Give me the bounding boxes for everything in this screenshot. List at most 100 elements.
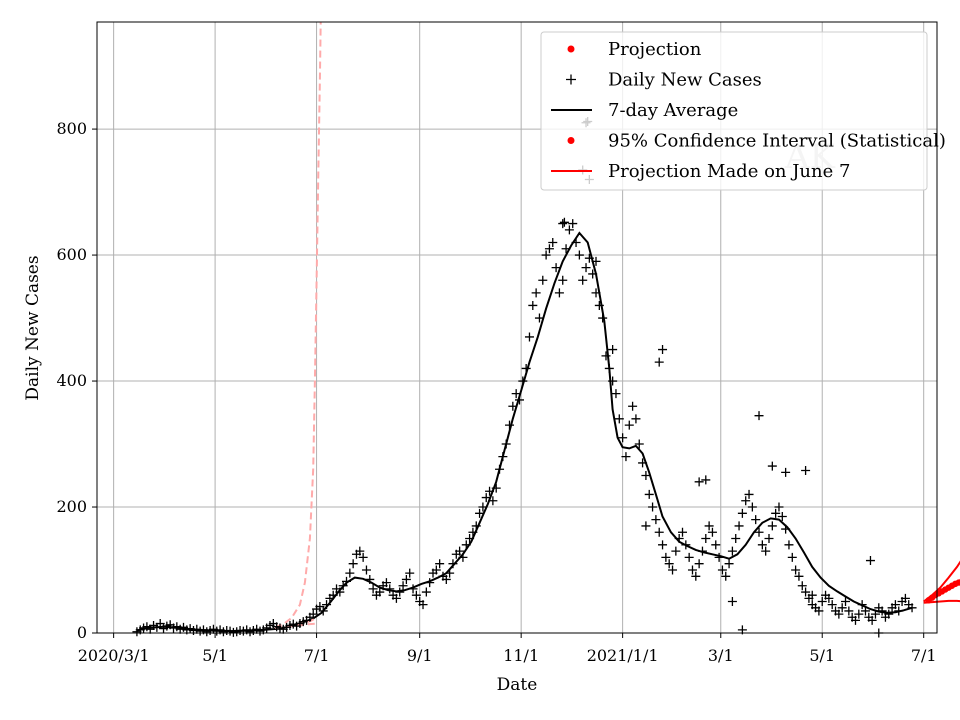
daily-case-point	[614, 414, 624, 424]
daily-case-point	[771, 508, 781, 518]
daily-case-point	[747, 502, 757, 512]
daily-case-point	[381, 578, 391, 588]
daily-case-point	[697, 546, 707, 556]
legend-label: Projection	[608, 39, 702, 60]
daily-case-point	[907, 603, 917, 613]
daily-case-point	[558, 275, 568, 285]
daily-case-point	[574, 250, 584, 260]
daily-case-point	[707, 527, 717, 537]
daily-case-point	[717, 565, 727, 575]
daily-case-point	[870, 609, 880, 619]
daily-case-point	[531, 288, 541, 298]
daily-case-point	[554, 288, 564, 298]
daily-case-point	[375, 587, 385, 597]
x-tick-label: 7/1	[304, 646, 330, 665]
daily-case-point	[471, 521, 481, 531]
daily-case-point	[631, 414, 641, 424]
daily-case-point	[731, 534, 741, 544]
legend-label: Daily New Cases	[608, 70, 762, 91]
daily-case-point	[817, 597, 827, 607]
daily-case-point	[854, 609, 864, 619]
x-tick-label: 5/1	[809, 646, 835, 665]
daily-case-point	[358, 552, 368, 562]
daily-case-point	[584, 253, 594, 263]
daily-case-point	[391, 593, 401, 603]
legend-entries: Projection Daily New Cases 7-day Average 95…	[551, 39, 946, 182]
daily-case-point	[425, 578, 435, 588]
daily-case-point	[521, 363, 531, 373]
daily-case-point	[641, 471, 651, 481]
daily-case-point	[744, 489, 754, 499]
daily-case-point	[860, 606, 870, 616]
y-tick-label: 600	[56, 245, 87, 264]
y-axis-label: Daily New Cases	[23, 255, 43, 400]
daily-case-point	[598, 313, 608, 323]
daily-case-point	[754, 411, 764, 421]
x-tick-label: 11/1	[503, 646, 539, 665]
daily-case-point	[767, 521, 777, 531]
daily-case-point	[844, 606, 854, 616]
daily-case-point	[342, 576, 352, 586]
daily-case-point	[568, 219, 578, 229]
daily-case-point	[328, 590, 338, 600]
daily-case-point	[648, 502, 658, 512]
daily-case-point	[837, 603, 847, 613]
x-tick-label: 7/1	[911, 646, 937, 665]
daily-case-point	[418, 600, 428, 610]
daily-case-point	[691, 571, 701, 581]
daily-case-point	[787, 552, 797, 562]
daily-case-point	[368, 584, 378, 594]
daily-case-point	[867, 615, 877, 625]
daily-case-point	[468, 527, 478, 537]
daily-case-point	[518, 376, 528, 386]
daily-case-point	[498, 452, 508, 462]
daily-case-point	[890, 600, 900, 610]
daily-case-point	[544, 244, 554, 254]
daily-case-point	[824, 593, 834, 603]
daily-case-point	[634, 439, 644, 449]
daily-case-point	[398, 581, 408, 591]
daily-case-point	[401, 574, 411, 584]
daily-case-point	[797, 581, 807, 591]
daily-case-point	[850, 615, 860, 625]
daily-case-point	[727, 546, 737, 556]
daily-case-point	[551, 263, 561, 273]
daily-case-point	[704, 521, 714, 531]
daily-case-point	[757, 540, 767, 550]
daily-case-point	[455, 546, 465, 556]
daily-case-point	[448, 559, 458, 569]
daily-case-point	[900, 593, 910, 603]
daily-case-point	[841, 597, 851, 607]
daily-case-point	[737, 508, 747, 518]
daily-case-point	[791, 565, 801, 575]
daily-case-point	[534, 313, 544, 323]
daily-case-point	[654, 357, 664, 367]
daily-case-point	[884, 609, 894, 619]
daily-case-point	[781, 467, 791, 477]
legend-label: 7-day Average	[608, 100, 738, 121]
daily-case-point	[524, 332, 534, 342]
daily-case-point	[658, 540, 668, 550]
daily-case-point	[651, 515, 661, 525]
x-tick-label: 2020/3/1	[78, 646, 150, 665]
daily-case-point	[559, 217, 569, 227]
daily-case-point	[561, 244, 571, 254]
daily-case-point	[335, 587, 345, 597]
x-axis-label: Date	[497, 675, 538, 695]
daily-case-point	[365, 574, 375, 584]
daily-case-point	[741, 496, 751, 506]
daily-case-point	[431, 565, 441, 575]
daily-case-point	[508, 401, 518, 411]
daily-case-point	[661, 552, 671, 562]
y-tick-label: 0	[77, 623, 87, 642]
daily-case-point	[711, 540, 721, 550]
daily-case-point	[638, 458, 648, 468]
daily-case-point	[528, 300, 538, 310]
daily-case-point	[608, 345, 618, 355]
daily-case-point	[857, 600, 867, 610]
daily-case-point	[734, 521, 744, 531]
daily-case-point	[308, 609, 318, 619]
daily-case-point	[658, 345, 668, 355]
daily-case-point	[155, 619, 165, 629]
